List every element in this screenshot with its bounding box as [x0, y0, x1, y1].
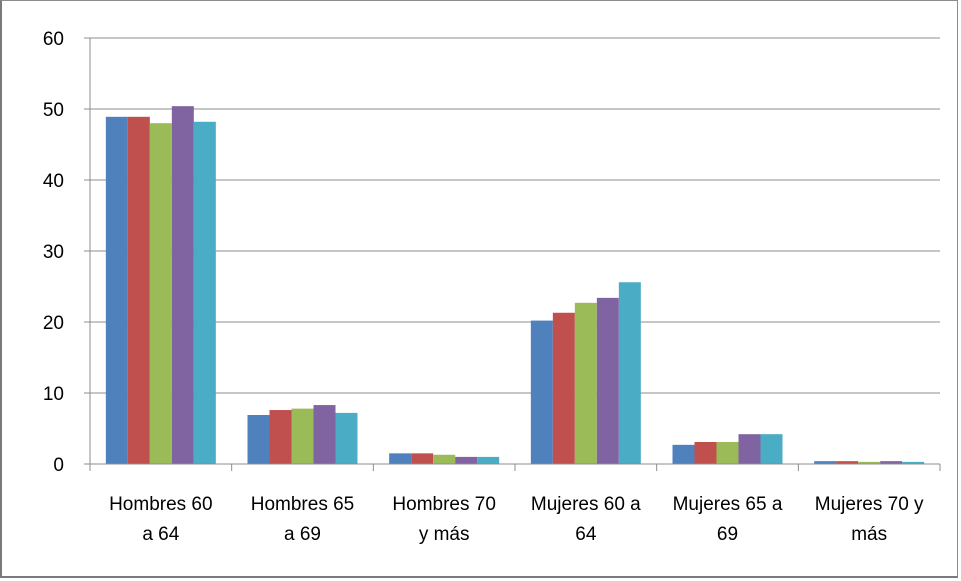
- bar: [269, 410, 292, 464]
- bar: [552, 312, 575, 464]
- bar: [694, 441, 717, 464]
- bar: [814, 461, 837, 464]
- bar: [455, 456, 478, 464]
- y-tick-label: 20: [43, 313, 64, 334]
- bar: [672, 444, 695, 464]
- x-category-label: y más: [419, 524, 470, 545]
- x-category-label: 64: [575, 524, 597, 545]
- bars: [105, 106, 925, 464]
- y-tick-label: 50: [43, 100, 64, 121]
- bar: [127, 116, 150, 464]
- y-tick-label: 30: [43, 242, 64, 263]
- x-category-label: a 64: [142, 524, 179, 545]
- bar: [105, 116, 128, 464]
- x-category-label: más: [851, 524, 887, 545]
- x-category-label: Mujeres 60 a: [531, 494, 641, 515]
- x-category-label: 69: [717, 524, 738, 545]
- y-axis: 0 10 20 30 40 50 60: [43, 29, 91, 476]
- bar: [313, 405, 336, 464]
- bar: [335, 412, 358, 464]
- y-tick-label: 40: [43, 171, 64, 192]
- bar: [716, 441, 739, 464]
- x-category-label: Mujeres 65 a: [673, 494, 783, 515]
- y-tick-label: 0: [53, 455, 64, 476]
- x-category-label: a 69: [284, 524, 321, 545]
- bar: [574, 302, 597, 464]
- bar: [618, 282, 641, 464]
- bar: [247, 415, 270, 464]
- bar: [149, 123, 172, 464]
- bar: [477, 456, 500, 464]
- x-category-label: Mujeres 70 y: [815, 494, 924, 515]
- y-tick-label: 60: [43, 29, 64, 50]
- bar: [171, 106, 194, 464]
- bar: [880, 461, 903, 464]
- bar: [760, 434, 783, 464]
- bar: [389, 453, 412, 464]
- bar: [411, 453, 434, 464]
- bar: [530, 320, 553, 464]
- bar: [858, 461, 881, 464]
- x-category-label: Hombres 70: [392, 494, 496, 515]
- x-category-label: Hombres 60: [109, 494, 213, 515]
- x-category-label: Hombres 65: [251, 494, 355, 515]
- bar: [596, 297, 619, 464]
- bar: [836, 461, 859, 464]
- x-axis: Hombres 60 a 64 Hombres 65 a 69 Hombres 70 y …: [89, 463, 941, 545]
- bar: [193, 121, 216, 464]
- bar: [902, 461, 925, 464]
- bar: [291, 408, 314, 464]
- y-tick-label: 10: [43, 384, 64, 405]
- bar: [738, 434, 761, 464]
- bar: [433, 454, 456, 464]
- gridlines: [90, 37, 940, 394]
